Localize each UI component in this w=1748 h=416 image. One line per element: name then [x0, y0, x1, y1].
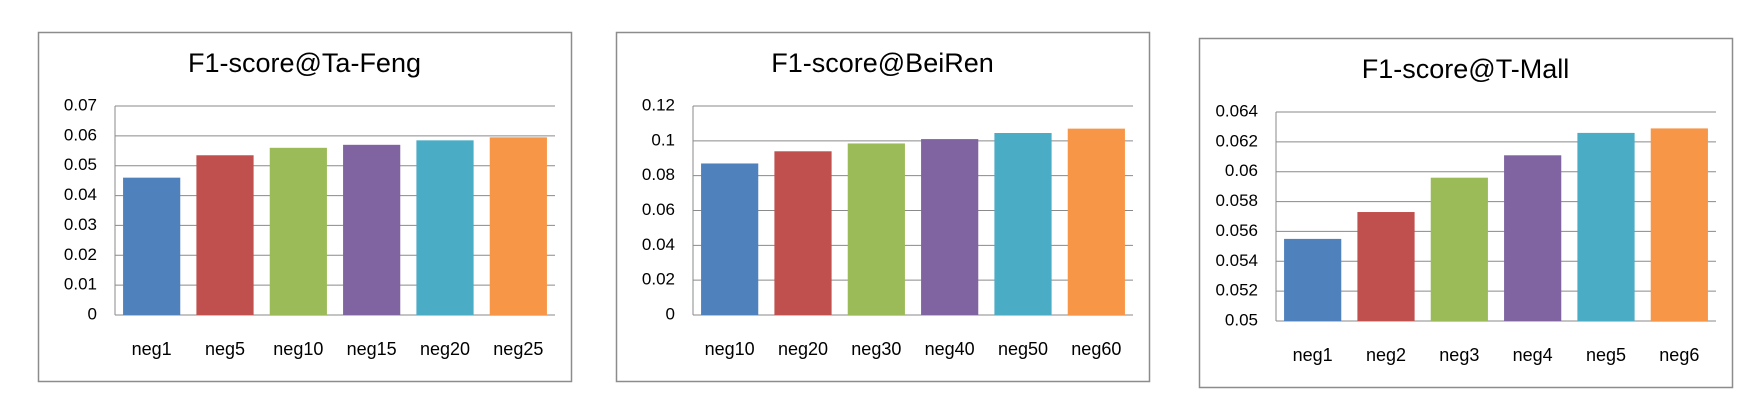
- y-tick-label: 0.12: [642, 95, 675, 114]
- x-tick-label: neg4: [1513, 345, 1553, 365]
- chart-panel: F1-score@T-Mall 0.05 0.052 0.054 0.056 0.058 0…: [1198, 37, 1734, 389]
- y-tick-label: 0.07: [64, 95, 97, 114]
- bar: [489, 137, 547, 315]
- bar: [123, 177, 181, 315]
- bar: [1284, 238, 1342, 321]
- bar: [1430, 177, 1488, 321]
- y-tick-label: 0.058: [1215, 191, 1258, 210]
- y-tick-label: 0.04: [642, 235, 675, 254]
- bar: [196, 155, 254, 315]
- x-tick-label: neg10: [705, 339, 755, 359]
- y-tick-label: 0.05: [64, 155, 97, 174]
- chart-title: F1-score@BeiRen: [771, 48, 994, 78]
- bar: [343, 144, 401, 315]
- bar: [847, 143, 905, 315]
- x-tick-label: neg6: [1659, 345, 1699, 365]
- y-tick-label: 0.054: [1215, 251, 1258, 270]
- x-tick-label: neg30: [851, 339, 901, 359]
- bar: [269, 147, 327, 315]
- y-tick-label: 0.052: [1215, 281, 1258, 300]
- y-tick-label: 0.056: [1215, 221, 1258, 240]
- chart-title: F1-score@Ta-Feng: [188, 48, 421, 78]
- x-tick-label: neg20: [420, 339, 470, 359]
- chart-title: F1-score@T-Mall: [1362, 54, 1569, 84]
- y-tick-label: 0.01: [64, 275, 97, 294]
- y-tick-label: 0.062: [1215, 131, 1258, 150]
- y-tick-label: 0: [88, 304, 97, 323]
- bar: [1650, 128, 1708, 321]
- x-tick-label: neg15: [347, 339, 397, 359]
- x-tick-label: neg5: [205, 339, 245, 359]
- bar: [994, 132, 1052, 315]
- y-tick-label: 0.06: [642, 200, 675, 219]
- bar: [1357, 212, 1415, 321]
- x-tick-label: neg1: [1293, 345, 1333, 365]
- bar: [1577, 132, 1635, 321]
- chart-panel: F1-score@Ta-Feng 0 0.01 0.02 0.03 0.04 0.05 0.0…: [37, 31, 573, 383]
- x-tick-label: neg2: [1366, 345, 1406, 365]
- y-tick-label: 0.04: [64, 185, 97, 204]
- y-tick-label: 0.02: [64, 245, 97, 264]
- x-tick-label: neg20: [778, 339, 828, 359]
- y-tick-label: 0.06: [1225, 161, 1258, 180]
- y-tick-label: 0.03: [64, 215, 97, 234]
- x-tick-label: neg5: [1586, 345, 1626, 365]
- y-tick-label: 0.08: [642, 165, 675, 184]
- x-tick-label: neg1: [132, 339, 172, 359]
- y-tick-label: 0: [666, 304, 675, 323]
- x-tick-label: neg60: [1071, 339, 1121, 359]
- chart-panel: F1-score@BeiRen 0 0.02 0.04 0.06 0.08 0.1 0.12 n…: [615, 31, 1151, 383]
- bar: [1504, 155, 1562, 321]
- x-tick-label: neg10: [273, 339, 323, 359]
- y-tick-label: 0.02: [642, 270, 675, 289]
- y-tick-label: 0.064: [1215, 101, 1258, 120]
- bar: [416, 140, 474, 315]
- y-tick-label: 0.06: [64, 125, 97, 144]
- x-tick-label: neg40: [925, 339, 975, 359]
- x-tick-label: neg3: [1439, 345, 1479, 365]
- x-tick-label: neg50: [998, 339, 1048, 359]
- bar: [921, 139, 979, 315]
- x-tick-label: neg25: [493, 339, 543, 359]
- y-tick-label: 0.1: [651, 130, 675, 149]
- bar: [701, 163, 759, 315]
- bar: [774, 151, 832, 315]
- y-tick-label: 0.05: [1225, 310, 1258, 329]
- bar: [1067, 128, 1125, 315]
